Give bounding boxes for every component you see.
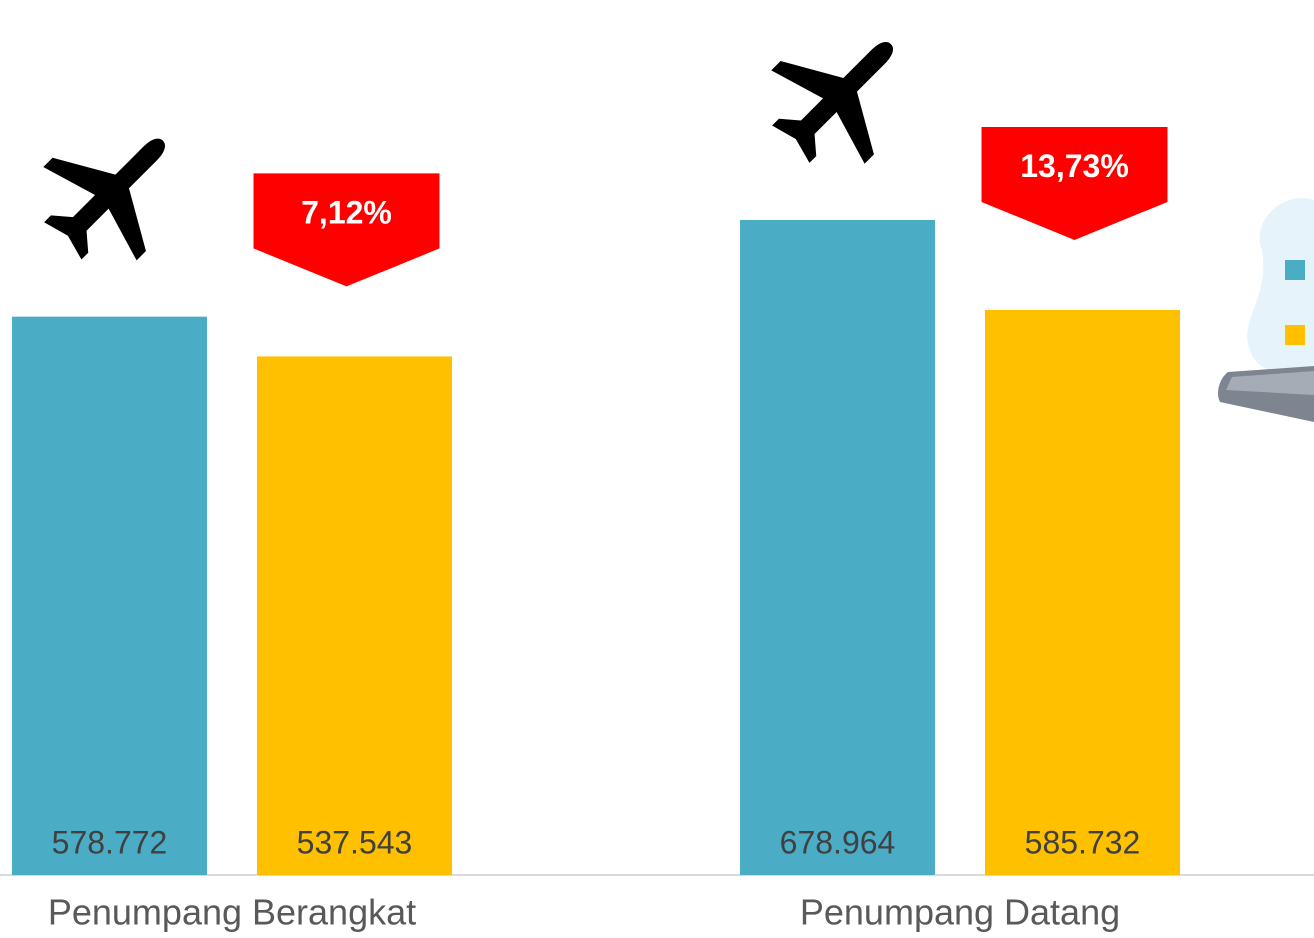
- bar: [257, 356, 452, 875]
- legend-swatch: [1285, 325, 1305, 345]
- category-label: Penumpang Berangkat: [48, 892, 416, 933]
- callout-label: 7,12%: [301, 194, 392, 230]
- bar: [740, 220, 935, 875]
- laptop-shape: [1226, 371, 1314, 395]
- callout-label: 13,73%: [1020, 148, 1129, 184]
- plane-icon: [43, 138, 165, 261]
- callout: [253, 173, 440, 287]
- value-label: 537.543: [297, 824, 413, 860]
- value-label: 678.964: [780, 824, 896, 860]
- legend-swatch: [1285, 260, 1305, 280]
- category-label: Penumpang Datang: [800, 892, 1120, 933]
- plane-icon: [771, 42, 893, 164]
- decor: [1217, 198, 1314, 422]
- bar: [985, 309, 1180, 875]
- value-label: 585.732: [1025, 824, 1141, 860]
- callout: [981, 126, 1168, 240]
- bar: [12, 316, 207, 875]
- plane-icons: [43, 42, 893, 261]
- value-label: 578.772: [52, 824, 168, 860]
- background-cloud: [1247, 198, 1314, 376]
